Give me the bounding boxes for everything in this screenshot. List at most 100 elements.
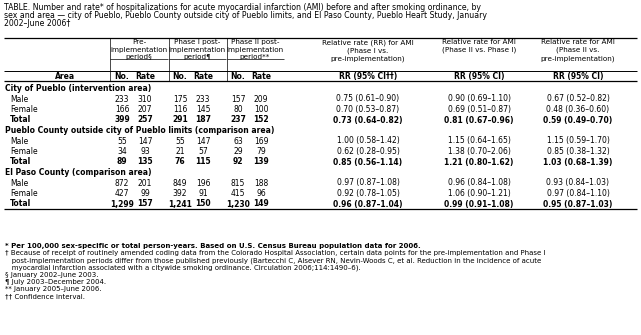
Text: City of Pueblo (intervention area): City of Pueblo (intervention area)	[5, 84, 151, 93]
Text: 233: 233	[115, 94, 129, 104]
Text: Relative rate for AMI
(Phase II vs.
pre-implementation): Relative rate for AMI (Phase II vs. pre-…	[541, 39, 615, 62]
Text: Relative rate (RR) for AMI
(Phase I vs.
pre-implementation): Relative rate (RR) for AMI (Phase I vs. …	[322, 39, 414, 62]
Text: Total: Total	[10, 200, 31, 208]
Text: 79: 79	[256, 147, 266, 156]
Text: 135: 135	[137, 157, 153, 166]
Text: 55: 55	[117, 136, 127, 145]
Text: 157: 157	[231, 94, 246, 104]
Text: † Because of receipt of routinely amended coding data from the Colorado Hospital: † Because of receipt of routinely amende…	[5, 250, 545, 256]
Text: 116: 116	[173, 105, 187, 114]
Text: 209: 209	[254, 94, 268, 104]
Text: 0.97 (0.87–1.08): 0.97 (0.87–1.08)	[337, 179, 399, 188]
Text: 233: 233	[196, 94, 210, 104]
Text: Phase I post-
implementation
period¶: Phase I post- implementation period¶	[169, 39, 226, 61]
Text: 291: 291	[172, 116, 188, 125]
Text: Total: Total	[10, 116, 31, 125]
Text: El Paso County (comparison area): El Paso County (comparison area)	[5, 168, 151, 177]
Text: Phase II post-
implementation
period**: Phase II post- implementation period**	[226, 39, 283, 61]
Text: 0.95 (0.87–1.03): 0.95 (0.87–1.03)	[544, 200, 613, 208]
Text: 99: 99	[140, 189, 150, 198]
Text: 415: 415	[231, 189, 246, 198]
Text: Male: Male	[10, 179, 28, 188]
Text: 815: 815	[231, 179, 246, 188]
Text: 872: 872	[115, 179, 129, 188]
Text: § January 2002–June 2003.: § January 2002–June 2003.	[5, 272, 99, 278]
Text: 152: 152	[253, 116, 269, 125]
Text: 392: 392	[173, 189, 187, 198]
Text: myocardial infarction associated with a citywide smoking ordinance. Circulation : myocardial infarction associated with a …	[5, 265, 361, 271]
Text: 0.59 (0.49–0.70): 0.59 (0.49–0.70)	[544, 116, 613, 125]
Text: 0.97 (0.84–1.10): 0.97 (0.84–1.10)	[547, 189, 610, 198]
Text: 21: 21	[175, 147, 185, 156]
Text: 1.21 (0.80–1.62): 1.21 (0.80–1.62)	[444, 157, 513, 166]
Text: Male: Male	[10, 136, 28, 145]
Text: 89: 89	[117, 157, 128, 166]
Text: 147: 147	[196, 136, 210, 145]
Text: Female: Female	[10, 147, 38, 156]
Text: 0.73 (0.64–0.82): 0.73 (0.64–0.82)	[333, 116, 403, 125]
Text: 63: 63	[233, 136, 243, 145]
Text: 175: 175	[173, 94, 187, 104]
Text: Rate: Rate	[135, 72, 155, 81]
Text: 0.75 (0.61–0.90): 0.75 (0.61–0.90)	[337, 94, 399, 104]
Text: 1.15 (0.59–1.70): 1.15 (0.59–1.70)	[547, 136, 610, 145]
Text: No.: No.	[115, 72, 129, 81]
Text: RR (95% CI): RR (95% CI)	[454, 72, 504, 81]
Text: 157: 157	[137, 200, 153, 208]
Text: 145: 145	[196, 105, 210, 114]
Text: 1.06 (0.90–1.21): 1.06 (0.90–1.21)	[447, 189, 510, 198]
Text: 115: 115	[196, 157, 211, 166]
Text: 93: 93	[140, 147, 150, 156]
Text: 237: 237	[230, 116, 246, 125]
Text: 57: 57	[198, 147, 208, 156]
Text: 187: 187	[195, 116, 211, 125]
Text: 76: 76	[175, 157, 185, 166]
Text: 2002–June 2006†: 2002–June 2006†	[4, 19, 71, 28]
Text: Total: Total	[10, 157, 31, 166]
Text: †† Confidence interval.: †† Confidence interval.	[5, 293, 85, 299]
Text: 96: 96	[256, 189, 266, 198]
Text: 91: 91	[198, 189, 208, 198]
Text: 0.90 (0.69–1.10): 0.90 (0.69–1.10)	[447, 94, 510, 104]
Text: 139: 139	[253, 157, 269, 166]
Text: No.: No.	[172, 72, 187, 81]
Text: Pueblo County outside city of Pueblo limits (comparison area): Pueblo County outside city of Pueblo lim…	[5, 126, 274, 135]
Text: ** January 2005–June 2006.: ** January 2005–June 2006.	[5, 286, 102, 292]
Text: 29: 29	[233, 147, 243, 156]
Text: 310: 310	[138, 94, 153, 104]
Text: 166: 166	[115, 105, 129, 114]
Text: 399: 399	[114, 116, 130, 125]
Text: Rate: Rate	[193, 72, 213, 81]
Text: 0.93 (0.84–1.03): 0.93 (0.84–1.03)	[547, 179, 610, 188]
Text: RR (95% CI††): RR (95% CI††)	[339, 72, 397, 81]
Text: 149: 149	[253, 200, 269, 208]
Text: 201: 201	[138, 179, 152, 188]
Text: 55: 55	[175, 136, 185, 145]
Text: 0.85 (0.38–1.32): 0.85 (0.38–1.32)	[547, 147, 610, 156]
Text: 34: 34	[117, 147, 127, 156]
Text: Female: Female	[10, 105, 38, 114]
Text: 0.96 (0.87–1.04): 0.96 (0.87–1.04)	[333, 200, 403, 208]
Text: 0.99 (0.91–1.08): 0.99 (0.91–1.08)	[444, 200, 513, 208]
Text: TABLE. Number and rate* of hospitalizations for acute myocardial infarction (AMI: TABLE. Number and rate* of hospitalizati…	[4, 3, 481, 12]
Text: 0.48 (0.36–0.60): 0.48 (0.36–0.60)	[546, 105, 610, 114]
Text: 1.00 (0.58–1.42): 1.00 (0.58–1.42)	[337, 136, 399, 145]
Text: 0.69 (0.51–0.87): 0.69 (0.51–0.87)	[447, 105, 510, 114]
Text: 1.03 (0.68–1.39): 1.03 (0.68–1.39)	[544, 157, 613, 166]
Text: Rate: Rate	[251, 72, 271, 81]
Text: 196: 196	[196, 179, 210, 188]
Text: 150: 150	[196, 200, 211, 208]
Text: 1,241: 1,241	[168, 200, 192, 208]
Text: 1.38 (0.70–2.06): 1.38 (0.70–2.06)	[447, 147, 510, 156]
Text: 0.70 (0.53–0.87): 0.70 (0.53–0.87)	[337, 105, 399, 114]
Text: Male: Male	[10, 94, 28, 104]
Text: * Per 100,000 sex-specific or total person-years. Based on U.S. Census Bureau po: * Per 100,000 sex-specific or total pers…	[5, 243, 420, 249]
Text: 207: 207	[138, 105, 153, 114]
Text: 427: 427	[115, 189, 129, 198]
Text: post-implementation periods differ from those published previously (Bartecchi C,: post-implementation periods differ from …	[5, 257, 541, 264]
Text: 1.15 (0.64–1.65): 1.15 (0.64–1.65)	[447, 136, 510, 145]
Text: 257: 257	[137, 116, 153, 125]
Text: 0.62 (0.28–0.95): 0.62 (0.28–0.95)	[337, 147, 399, 156]
Text: No.: No.	[231, 72, 246, 81]
Text: RR (95% CI): RR (95% CI)	[553, 72, 603, 81]
